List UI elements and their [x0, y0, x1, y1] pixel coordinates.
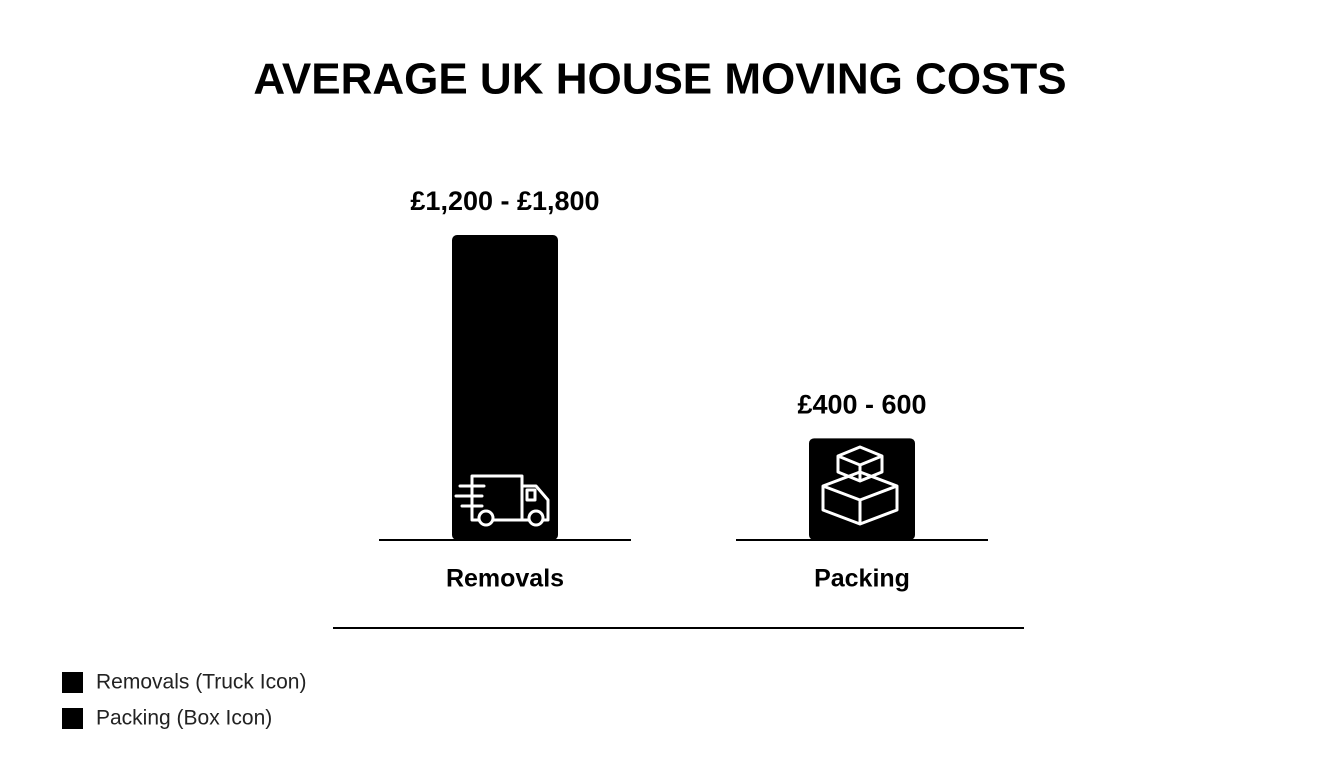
x-tick-label: Removals: [446, 565, 564, 593]
truck-wheel: [527, 509, 545, 527]
x-tick-label: Packing: [814, 565, 910, 593]
legend-swatch: [62, 708, 83, 729]
legend-swatch: [62, 672, 83, 693]
legend-label: Removals (Truck Icon): [96, 671, 306, 694]
truck-wheel: [477, 509, 495, 527]
value-label: £400 - 600: [797, 389, 926, 419]
chart-title: AVERAGE UK HOUSE MOVING COSTS: [253, 55, 1066, 104]
bar: [452, 235, 558, 540]
value-label: £1,200 - £1,800: [410, 186, 599, 216]
legend-label: Packing (Box Icon): [96, 707, 272, 730]
bar-icon: [454, 474, 550, 527]
box-icon: [821, 445, 899, 526]
speed-lines: [454, 484, 486, 508]
bar-icon: [821, 445, 899, 526]
